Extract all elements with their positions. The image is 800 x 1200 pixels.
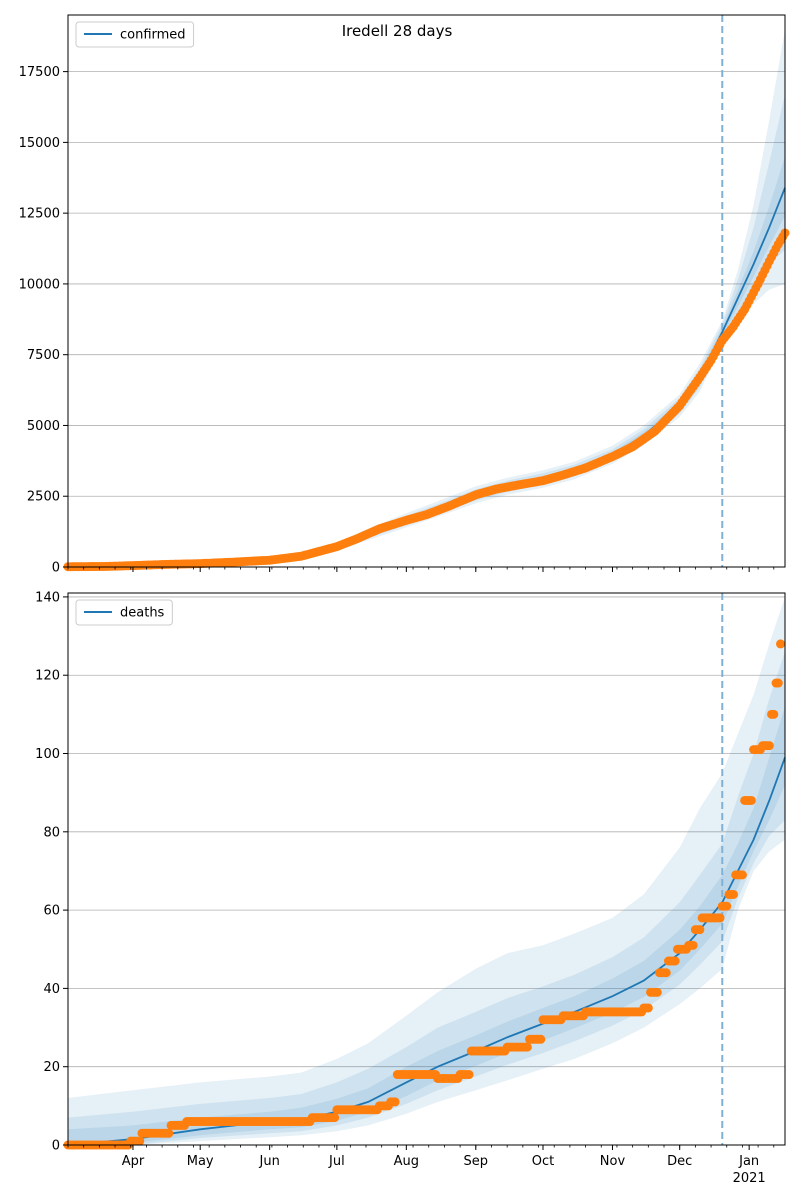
confirmed-panel: 0 2500 5000 7500 10000 12500 15000 17500 confir… xyxy=(19,14,790,576)
deaths-legend-label: deaths xyxy=(120,606,165,621)
x-tick-label: Sep xyxy=(464,1154,489,1169)
observed-point xyxy=(688,940,698,950)
y-tick-label: 0 xyxy=(52,1139,60,1154)
observed-point xyxy=(746,795,756,805)
observed-point xyxy=(728,889,738,899)
uncertainty-band-0 xyxy=(68,29,785,567)
observed-point xyxy=(330,1113,340,1123)
confirmed-plot-frame xyxy=(67,14,786,568)
x-tick-label: Jan xyxy=(738,1154,759,1169)
figure-title: Iredell 28 days xyxy=(342,22,453,40)
y-tick-label: 60 xyxy=(43,904,60,919)
y-tick-label: 0 xyxy=(52,561,60,576)
confirmed-y-axis: 0 2500 5000 7500 10000 12500 15000 17500 xyxy=(19,65,68,576)
observed-point xyxy=(390,1097,400,1107)
y-tick-label: 140 xyxy=(35,590,60,605)
observed-point xyxy=(464,1070,474,1080)
y-tick-label: 100 xyxy=(35,747,60,762)
deaths-plot-frame xyxy=(67,592,786,1146)
x-tick-label: Nov xyxy=(600,1154,626,1169)
y-tick-label: 40 xyxy=(43,982,60,997)
x-tick-label: Dec xyxy=(667,1154,692,1169)
observed-point xyxy=(643,1003,653,1013)
x-tick-label: Apr xyxy=(122,1154,145,1169)
confirmed-bands xyxy=(68,29,785,568)
x-tick-label: May xyxy=(187,1154,214,1169)
uncertainty-band-2 xyxy=(68,156,785,567)
x-tick-year-label: 2021 xyxy=(733,1171,766,1186)
y-tick-label: 80 xyxy=(43,825,60,840)
y-tick-label: 10000 xyxy=(19,277,60,292)
confirmed-observed-points xyxy=(63,228,790,572)
observed-point xyxy=(536,1034,546,1044)
confirmed-legend-label: confirmed xyxy=(120,28,186,43)
observed-point xyxy=(652,987,662,997)
observed-point xyxy=(715,913,725,923)
y-tick-label: 7500 xyxy=(27,348,60,363)
y-tick-label: 20 xyxy=(43,1060,60,1075)
deaths-legend: deaths xyxy=(75,599,173,626)
y-tick-label: 15000 xyxy=(19,136,60,151)
observed-point xyxy=(522,1042,532,1052)
deaths-bands xyxy=(68,596,785,1145)
deaths-panel: 0 20 40 60 80 100 120 140 Apr May Jun Jul Aug Sep Oct… xyxy=(35,590,786,1186)
x-tick-label: Oct xyxy=(532,1154,554,1169)
observed-point xyxy=(737,870,747,880)
x-tick-label: Aug xyxy=(394,1154,419,1169)
observed-point xyxy=(764,741,774,751)
observed-point xyxy=(670,956,680,966)
confirmed-legend-box xyxy=(75,21,195,48)
y-tick-label: 120 xyxy=(35,669,60,684)
confirmed-legend: confirmed xyxy=(75,21,195,48)
confirmed-x-axis xyxy=(67,567,775,572)
observed-point xyxy=(769,709,779,719)
observed-point xyxy=(135,1136,145,1146)
y-tick-label: 5000 xyxy=(27,419,60,434)
observed-point xyxy=(164,1128,174,1138)
x-tick-label: Jul xyxy=(328,1154,345,1169)
deaths-y-axis: 0 20 40 60 80 100 120 140 xyxy=(35,590,68,1154)
deaths-x-axis: Apr May Jun Jul Aug Sep Oct Nov Dec Jan 2021 xyxy=(67,1145,775,1186)
deaths-legend-box xyxy=(75,599,173,626)
uncertainty-band-1 xyxy=(68,651,785,1145)
y-tick-label: 17500 xyxy=(19,65,60,80)
observed-point xyxy=(661,968,671,978)
deaths-observed-points xyxy=(63,639,786,1150)
observed-point xyxy=(695,925,705,935)
confirmed-gridlines xyxy=(68,71,785,568)
observed-point xyxy=(773,678,783,688)
observed-point xyxy=(776,639,786,649)
y-tick-label: 12500 xyxy=(19,207,60,222)
uncertainty-band-2 xyxy=(68,706,785,1145)
y-tick-label: 2500 xyxy=(27,490,60,505)
observed-point xyxy=(722,901,732,911)
x-tick-label: Jun xyxy=(259,1154,280,1169)
